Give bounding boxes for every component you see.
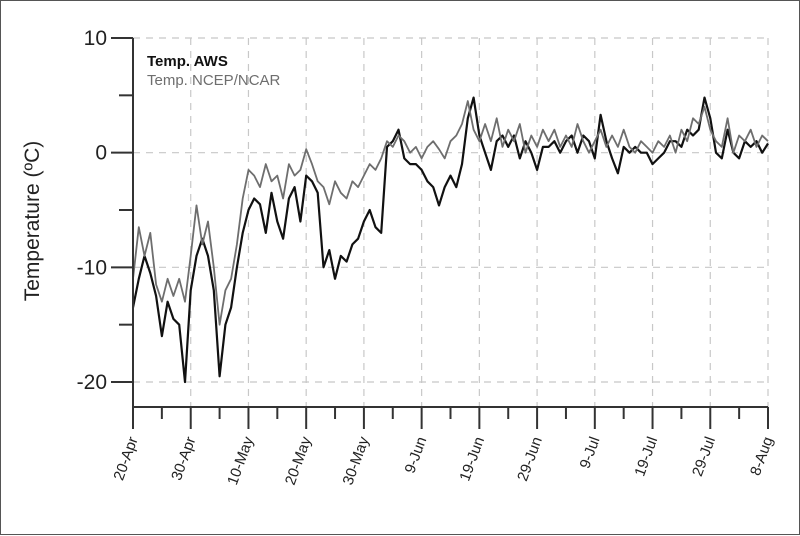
x-tick-label: 20-May <box>282 434 315 487</box>
series-lines <box>131 96 769 384</box>
x-tick-label: 30-Apr <box>168 435 199 483</box>
y-tick-label: -10 <box>77 256 107 279</box>
x-tick-label: 19-Jul <box>631 435 661 479</box>
y-tick-label: 10 <box>84 27 107 50</box>
x-tick-label: 10-May <box>224 434 257 487</box>
axes: 10 0 -10 -20 20-Apr 30-Apr 10-May 20-May 30-May 9… <box>77 27 777 487</box>
y-tick-label: -20 <box>77 371 107 394</box>
x-tick-label: 29-Jul <box>689 435 719 479</box>
x-tick-label: 20-Apr <box>110 435 141 483</box>
legend-item-ncep-ncar: Temp. NCEP/NCAR <box>147 72 281 89</box>
series-line-aws <box>131 96 769 384</box>
series-line-ncep-ncar <box>132 100 769 326</box>
x-tick-label: 29-Jun <box>514 435 546 484</box>
y-axis-label: Temperature (ºC) <box>21 141 44 302</box>
x-tick-label: 9-Jun <box>402 435 431 476</box>
x-tick-label: 8-Aug <box>747 435 777 478</box>
grid <box>133 37 769 407</box>
y-tick-label: 0 <box>95 142 107 165</box>
x-tick-label: 19-Jun <box>456 435 488 484</box>
legend: Temp. AWS Temp. NCEP/NCAR <box>147 53 281 89</box>
x-tick-label: 9-Jul <box>576 435 603 471</box>
legend-item-aws: Temp. AWS <box>147 53 228 70</box>
x-tick-label: 30-May <box>340 434 373 487</box>
